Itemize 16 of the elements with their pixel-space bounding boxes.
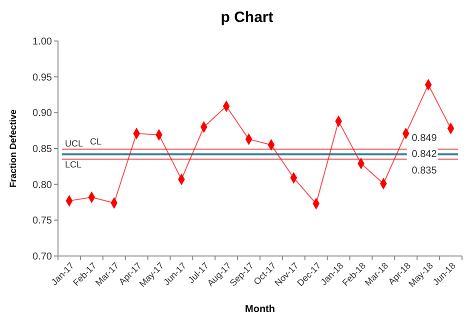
chart-title: p Chart [220,9,274,26]
y-tick-label: 1.00 [32,36,52,48]
ref-line-label: CL [90,136,102,146]
y-axis-title: Fraction Defective [8,109,18,188]
ref-line-label: LCL [65,159,82,170]
annotation: 0.835 [412,165,438,176]
y-tick-label: 0.75 [32,216,52,227]
y-tick-label: 0.85 [32,144,52,155]
y-tick-label: 0.80 [32,180,52,191]
annotation: 0.842 [412,149,438,160]
y-tick-label: 0.70 [32,252,52,262]
y-tick-label: 0.90 [32,108,52,120]
annotation: 0.849 [412,133,438,144]
ref-line-label: UCL [65,138,84,149]
x-axis-title: Month [245,304,275,315]
y-tick-label: 0.95 [32,72,52,84]
